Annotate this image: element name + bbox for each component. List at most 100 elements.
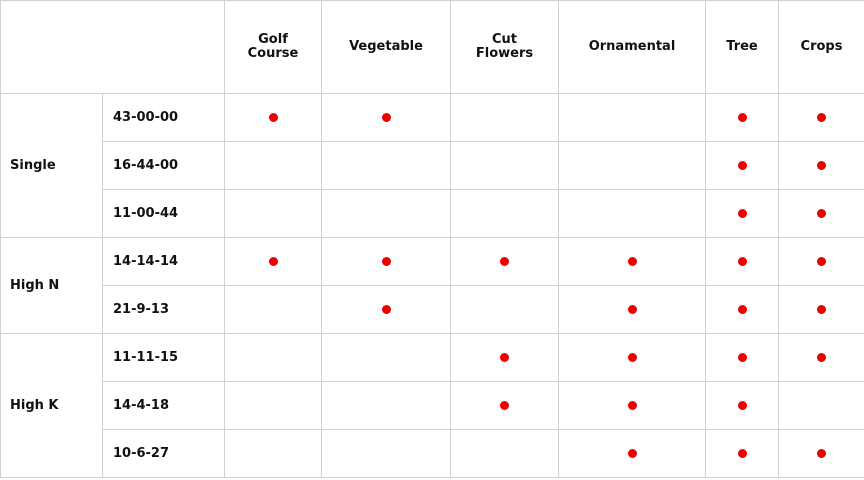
table-cell: [705, 381, 779, 430]
table-cell: [705, 285, 779, 334]
table-cell: [558, 189, 706, 238]
column-header: Golf Course: [224, 0, 322, 94]
corner-cell: [0, 0, 225, 94]
table-cell: [450, 141, 559, 190]
dot: [381, 257, 391, 266]
formula-label: 11-11-15: [102, 333, 225, 382]
formula-label: 14-4-18: [102, 381, 225, 430]
dot: [737, 209, 747, 218]
table-cell: [778, 381, 864, 430]
group-label: High K: [0, 333, 103, 478]
table-cell: [321, 285, 451, 334]
group-label: High N: [0, 237, 103, 334]
table-cell: [705, 189, 779, 238]
dot: [817, 305, 826, 314]
table-cell: [321, 429, 451, 478]
table-cell: [321, 93, 451, 142]
table-cell: [321, 189, 451, 238]
table-cell: [450, 189, 559, 238]
table-cell: [450, 429, 559, 478]
table-cell: [450, 285, 559, 334]
column-header: Vegetable: [321, 0, 451, 94]
table-cell: [778, 93, 864, 142]
table-row: 14-4-18: [1, 381, 864, 430]
dot: [627, 401, 637, 410]
table-cell: [778, 285, 864, 334]
table-cell: [705, 93, 779, 142]
table-row: 11-00-44: [1, 189, 864, 238]
formula-label: 16-44-00: [102, 141, 225, 190]
dot: [817, 113, 826, 122]
formula-label: 21-9-13: [102, 285, 225, 334]
table-cell: [558, 141, 706, 190]
table-cell: [705, 429, 779, 478]
dot: [381, 305, 391, 314]
table-cell: [558, 333, 706, 382]
dot: [737, 449, 747, 458]
formula-label: 43-00-00: [102, 93, 225, 142]
dot: [627, 305, 637, 314]
table-cell: [224, 381, 322, 430]
table-cell: [778, 333, 864, 382]
dot: [627, 449, 637, 458]
table-cell: [558, 285, 706, 334]
table-row: 10-6-27: [1, 429, 864, 478]
column-header: Crops: [778, 0, 864, 94]
table-cell: [224, 93, 322, 142]
dot: [737, 305, 747, 314]
table-cell: [778, 141, 864, 190]
table-cell: [450, 93, 559, 142]
dot: [627, 353, 637, 362]
table-cell: [778, 429, 864, 478]
column-header: Tree: [705, 0, 779, 94]
table-cell: [778, 237, 864, 286]
table-cell: [558, 93, 706, 142]
dot: [817, 449, 826, 458]
table-cell: [224, 141, 322, 190]
table-body: Single 43-00-00 16-44-00 11-00-44 High N 14-1…: [0, 93, 864, 478]
table-cell: [450, 333, 559, 382]
dot: [737, 113, 747, 122]
dot: [268, 113, 278, 122]
table-cell: [224, 285, 322, 334]
formula-label: 11-00-44: [102, 189, 225, 238]
table-cell: [558, 429, 706, 478]
column-header: Cut Flowers: [450, 0, 559, 94]
dot: [737, 161, 747, 170]
column-header: Ornamental: [558, 0, 706, 94]
table-cell: [224, 189, 322, 238]
dot: [817, 353, 826, 362]
table-cell: [321, 333, 451, 382]
dot: [737, 401, 747, 410]
table-cell: [558, 381, 706, 430]
dot: [500, 257, 509, 266]
formula-label: 14-14-14: [102, 237, 225, 286]
table-cell: [705, 237, 779, 286]
dot: [737, 353, 747, 362]
table-cell: [558, 237, 706, 286]
table-cell: [321, 141, 451, 190]
group-label: Single: [0, 93, 103, 238]
dot: [500, 353, 509, 362]
dot: [268, 257, 278, 266]
table-cell: [321, 237, 451, 286]
table-row: 16-44-00: [1, 141, 864, 190]
header-row: Golf Course Vegetable Cut Flowers Ornamenta…: [0, 0, 864, 94]
table-cell: [224, 429, 322, 478]
table-row: High K 11-11-15: [0, 333, 864, 478]
table-cell: [705, 333, 779, 382]
dot: [500, 401, 509, 410]
dot: [381, 113, 391, 122]
table-row: Single 43-00-00: [0, 93, 864, 238]
dot: [817, 161, 826, 170]
formula-label: 10-6-27: [102, 429, 225, 478]
table-cell: [450, 381, 559, 430]
table-cell: [705, 141, 779, 190]
table-cell: [778, 189, 864, 238]
table-cell: [450, 237, 559, 286]
dot: [737, 257, 747, 266]
dot: [817, 257, 826, 266]
table-row: 21-9-13: [1, 285, 864, 334]
